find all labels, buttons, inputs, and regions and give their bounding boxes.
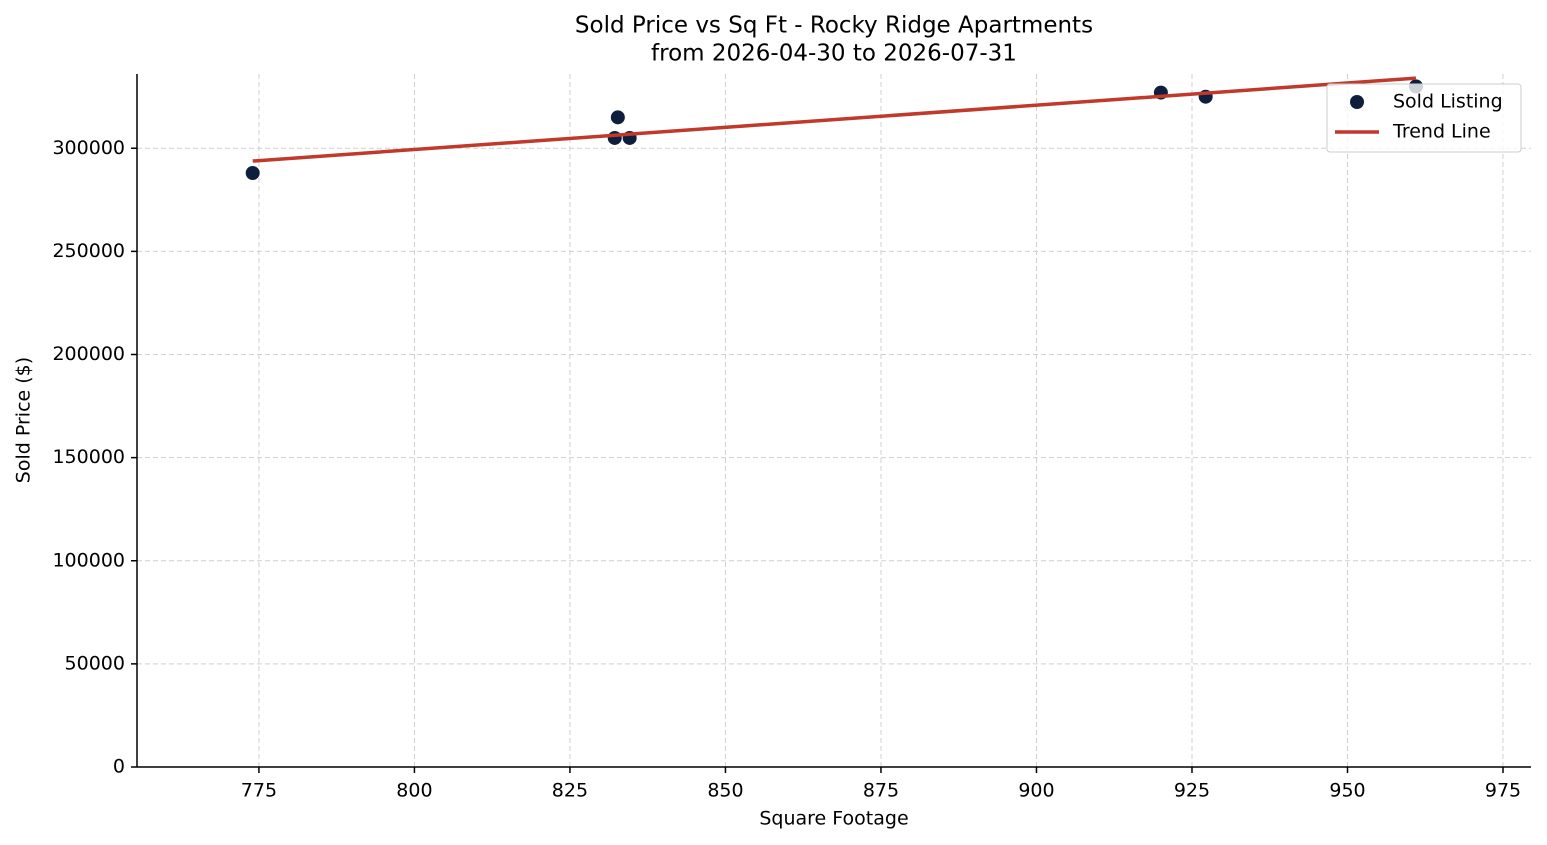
x-tick-label: 825	[552, 780, 588, 802]
data-point	[245, 166, 260, 180]
x-tick-label: 800	[396, 780, 432, 802]
chart-title: Sold Price vs Sq Ft - Rocky Ridge Apartm…	[575, 13, 1093, 39]
x-tick-label: 925	[1174, 780, 1210, 802]
x-tick-label: 875	[863, 780, 899, 802]
data-point	[610, 110, 625, 125]
legend-label: Trend Line	[1392, 121, 1491, 143]
legend-label: Sold Listing	[1393, 91, 1503, 113]
trend-line	[252, 76, 1417, 163]
legend-box	[1326, 83, 1522, 153]
x-tick-label: 975	[1485, 780, 1521, 802]
x-axis-label: Square Footage	[759, 808, 908, 830]
y-tick-label: 150000	[52, 446, 125, 468]
x-tick-label: 950	[1329, 780, 1365, 802]
y-axis-label: Sold Price ($)	[13, 357, 35, 483]
y-tick-label: 100000	[52, 549, 125, 571]
y-tick-label: 0	[113, 756, 125, 778]
data-point	[607, 130, 622, 145]
x-tick-label: 850	[707, 780, 743, 802]
chart-subtitle: from 2026-04-30 to 2026-07-31	[651, 41, 1017, 67]
y-tick-label: 250000	[52, 240, 125, 262]
y-tick-label: 200000	[52, 343, 125, 365]
legend: Sold Listing Trend Line	[1326, 83, 1522, 153]
y-tick-label: 50000	[65, 652, 125, 674]
legend-swatch	[1350, 95, 1364, 109]
y-tick-label: 300000	[52, 137, 125, 159]
x-tick-label: 775	[241, 780, 277, 802]
x-tick-label: 900	[1018, 780, 1054, 802]
